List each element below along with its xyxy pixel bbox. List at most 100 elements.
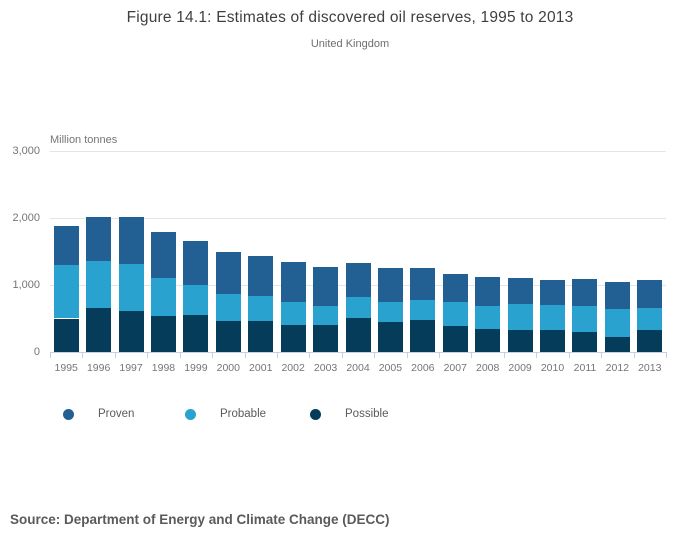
bar-segment-possible[interactable]: [345, 317, 371, 352]
x-axis-label: 2010: [540, 362, 565, 374]
bar-segment-possible[interactable]: [280, 324, 306, 352]
bar-segment-probable[interactable]: [215, 294, 241, 321]
legend: Proven Probable Possible: [0, 408, 700, 428]
bar-segment-probable[interactable]: [86, 260, 112, 308]
x-axis-label: 2006: [411, 362, 435, 374]
bar-segment-probable[interactable]: [475, 306, 501, 330]
bar-segment-probable[interactable]: [604, 309, 630, 337]
bar-segment-proven[interactable]: [442, 273, 468, 303]
bar-segment-proven[interactable]: [150, 232, 176, 279]
legend-swatch-probable: [185, 408, 196, 420]
y-axis-tick-label: 2,000: [12, 212, 40, 224]
bar-segment-proven[interactable]: [507, 278, 533, 305]
x-axis-label: 1995: [54, 362, 78, 374]
bar-segment-probable[interactable]: [118, 263, 144, 312]
x-axis-tick: [406, 353, 408, 358]
x-axis-tick: [179, 353, 181, 358]
x-axis-tick: [439, 353, 441, 358]
x-axis-tick: [244, 353, 246, 358]
bar-segment-possible[interactable]: [572, 331, 598, 352]
x-axis-tick: [633, 353, 635, 358]
bar-segment-possible[interactable]: [410, 319, 436, 352]
x-axis-tick: [147, 353, 149, 358]
bar-segment-proven[interactable]: [572, 278, 598, 306]
bar-segment-probable[interactable]: [345, 297, 371, 318]
x-axis-label: 2004: [346, 362, 370, 374]
bar-segment-probable[interactable]: [377, 301, 403, 322]
x-axis-tick: [276, 353, 278, 358]
legend-label: Possible: [345, 408, 389, 420]
x-axis-tick: [471, 353, 473, 358]
bar-segment-proven[interactable]: [313, 266, 339, 306]
x-axis-label: 2002: [281, 362, 305, 374]
bar-segment-probable[interactable]: [313, 305, 339, 326]
x-axis-tick: [666, 353, 667, 358]
x-axis-tick: [50, 353, 51, 358]
x-axis-label: 2001: [249, 362, 273, 374]
bar-segment-possible[interactable]: [150, 316, 176, 352]
bar-segment-possible[interactable]: [215, 320, 241, 352]
x-axis-label: 2011: [573, 362, 597, 374]
bar-segment-possible[interactable]: [540, 329, 566, 352]
legend-item-probable[interactable]: Probable: [185, 408, 266, 420]
x-axis-label: 2008: [475, 362, 500, 374]
bar-segment-probable[interactable]: [183, 285, 209, 316]
legend-item-possible[interactable]: Possible: [310, 408, 388, 420]
x-axis-label: 2013: [638, 362, 662, 374]
bar-segment-possible[interactable]: [377, 321, 403, 352]
bar-segment-possible[interactable]: [637, 329, 663, 352]
bar-segment-proven[interactable]: [637, 280, 663, 308]
bar-segment-proven[interactable]: [475, 276, 501, 307]
bar-segment-probable[interactable]: [572, 305, 598, 332]
bar-segment-probable[interactable]: [442, 302, 468, 326]
bar-segment-possible[interactable]: [604, 336, 630, 352]
bar-segment-proven[interactable]: [86, 216, 112, 261]
x-axis-tick: [503, 353, 505, 358]
bar-segment-possible[interactable]: [248, 321, 274, 352]
x-axis-label: 2003: [313, 362, 338, 374]
legend-swatch-possible: [310, 408, 321, 420]
bar-segment-probable[interactable]: [53, 264, 79, 319]
bar-segment-proven[interactable]: [377, 267, 403, 302]
bar-segment-possible[interactable]: [442, 325, 468, 352]
bar-segment-proven[interactable]: [248, 256, 274, 296]
chart-title: Figure 14.1: Estimates of discovered oil…: [126, 9, 574, 26]
bar-segment-probable[interactable]: [280, 301, 306, 325]
x-axis-label: 1997: [119, 362, 143, 374]
bar-segment-probable[interactable]: [540, 305, 566, 330]
bar-segment-possible[interactable]: [507, 329, 533, 352]
bar-segment-possible[interactable]: [53, 318, 79, 352]
bar-segment-probable[interactable]: [248, 295, 274, 322]
source-text: Source: Department of Energy and Climate…: [10, 512, 390, 527]
x-axis-label: 1998: [151, 362, 176, 374]
bar-segment-probable[interactable]: [410, 300, 436, 320]
bar-segment-proven[interactable]: [53, 226, 79, 265]
legend-label: Probable: [220, 408, 267, 420]
legend-swatch-proven: [63, 408, 74, 420]
bar-segment-probable[interactable]: [150, 278, 176, 317]
x-axis-label: 2009: [508, 362, 532, 374]
bar-segment-proven[interactable]: [183, 240, 209, 285]
bar-segment-proven[interactable]: [410, 267, 436, 301]
bar-segment-proven[interactable]: [118, 217, 144, 264]
bar-segment-probable[interactable]: [637, 307, 663, 330]
bar-segment-possible[interactable]: [86, 307, 112, 352]
bar-segment-proven[interactable]: [280, 261, 306, 302]
x-axis-label: 2007: [443, 362, 467, 374]
bar-segment-probable[interactable]: [507, 304, 533, 330]
x-axis-tick: [212, 353, 214, 358]
x-axis-tick: [309, 353, 311, 358]
x-axis-tick: [374, 353, 376, 358]
bar-segment-possible[interactable]: [313, 325, 339, 352]
x-axis-tick: [568, 353, 570, 358]
bar-segment-proven[interactable]: [215, 252, 241, 295]
bar-segment-possible[interactable]: [475, 329, 501, 352]
bar-segment-proven[interactable]: [345, 262, 371, 298]
bar-segment-possible[interactable]: [118, 311, 144, 352]
legend-item-proven[interactable]: Proven: [63, 408, 134, 420]
bar-segment-proven[interactable]: [604, 282, 630, 310]
bar-segment-proven[interactable]: [540, 279, 566, 306]
x-axis-tick: [601, 353, 603, 358]
bar-segment-possible[interactable]: [183, 315, 209, 352]
